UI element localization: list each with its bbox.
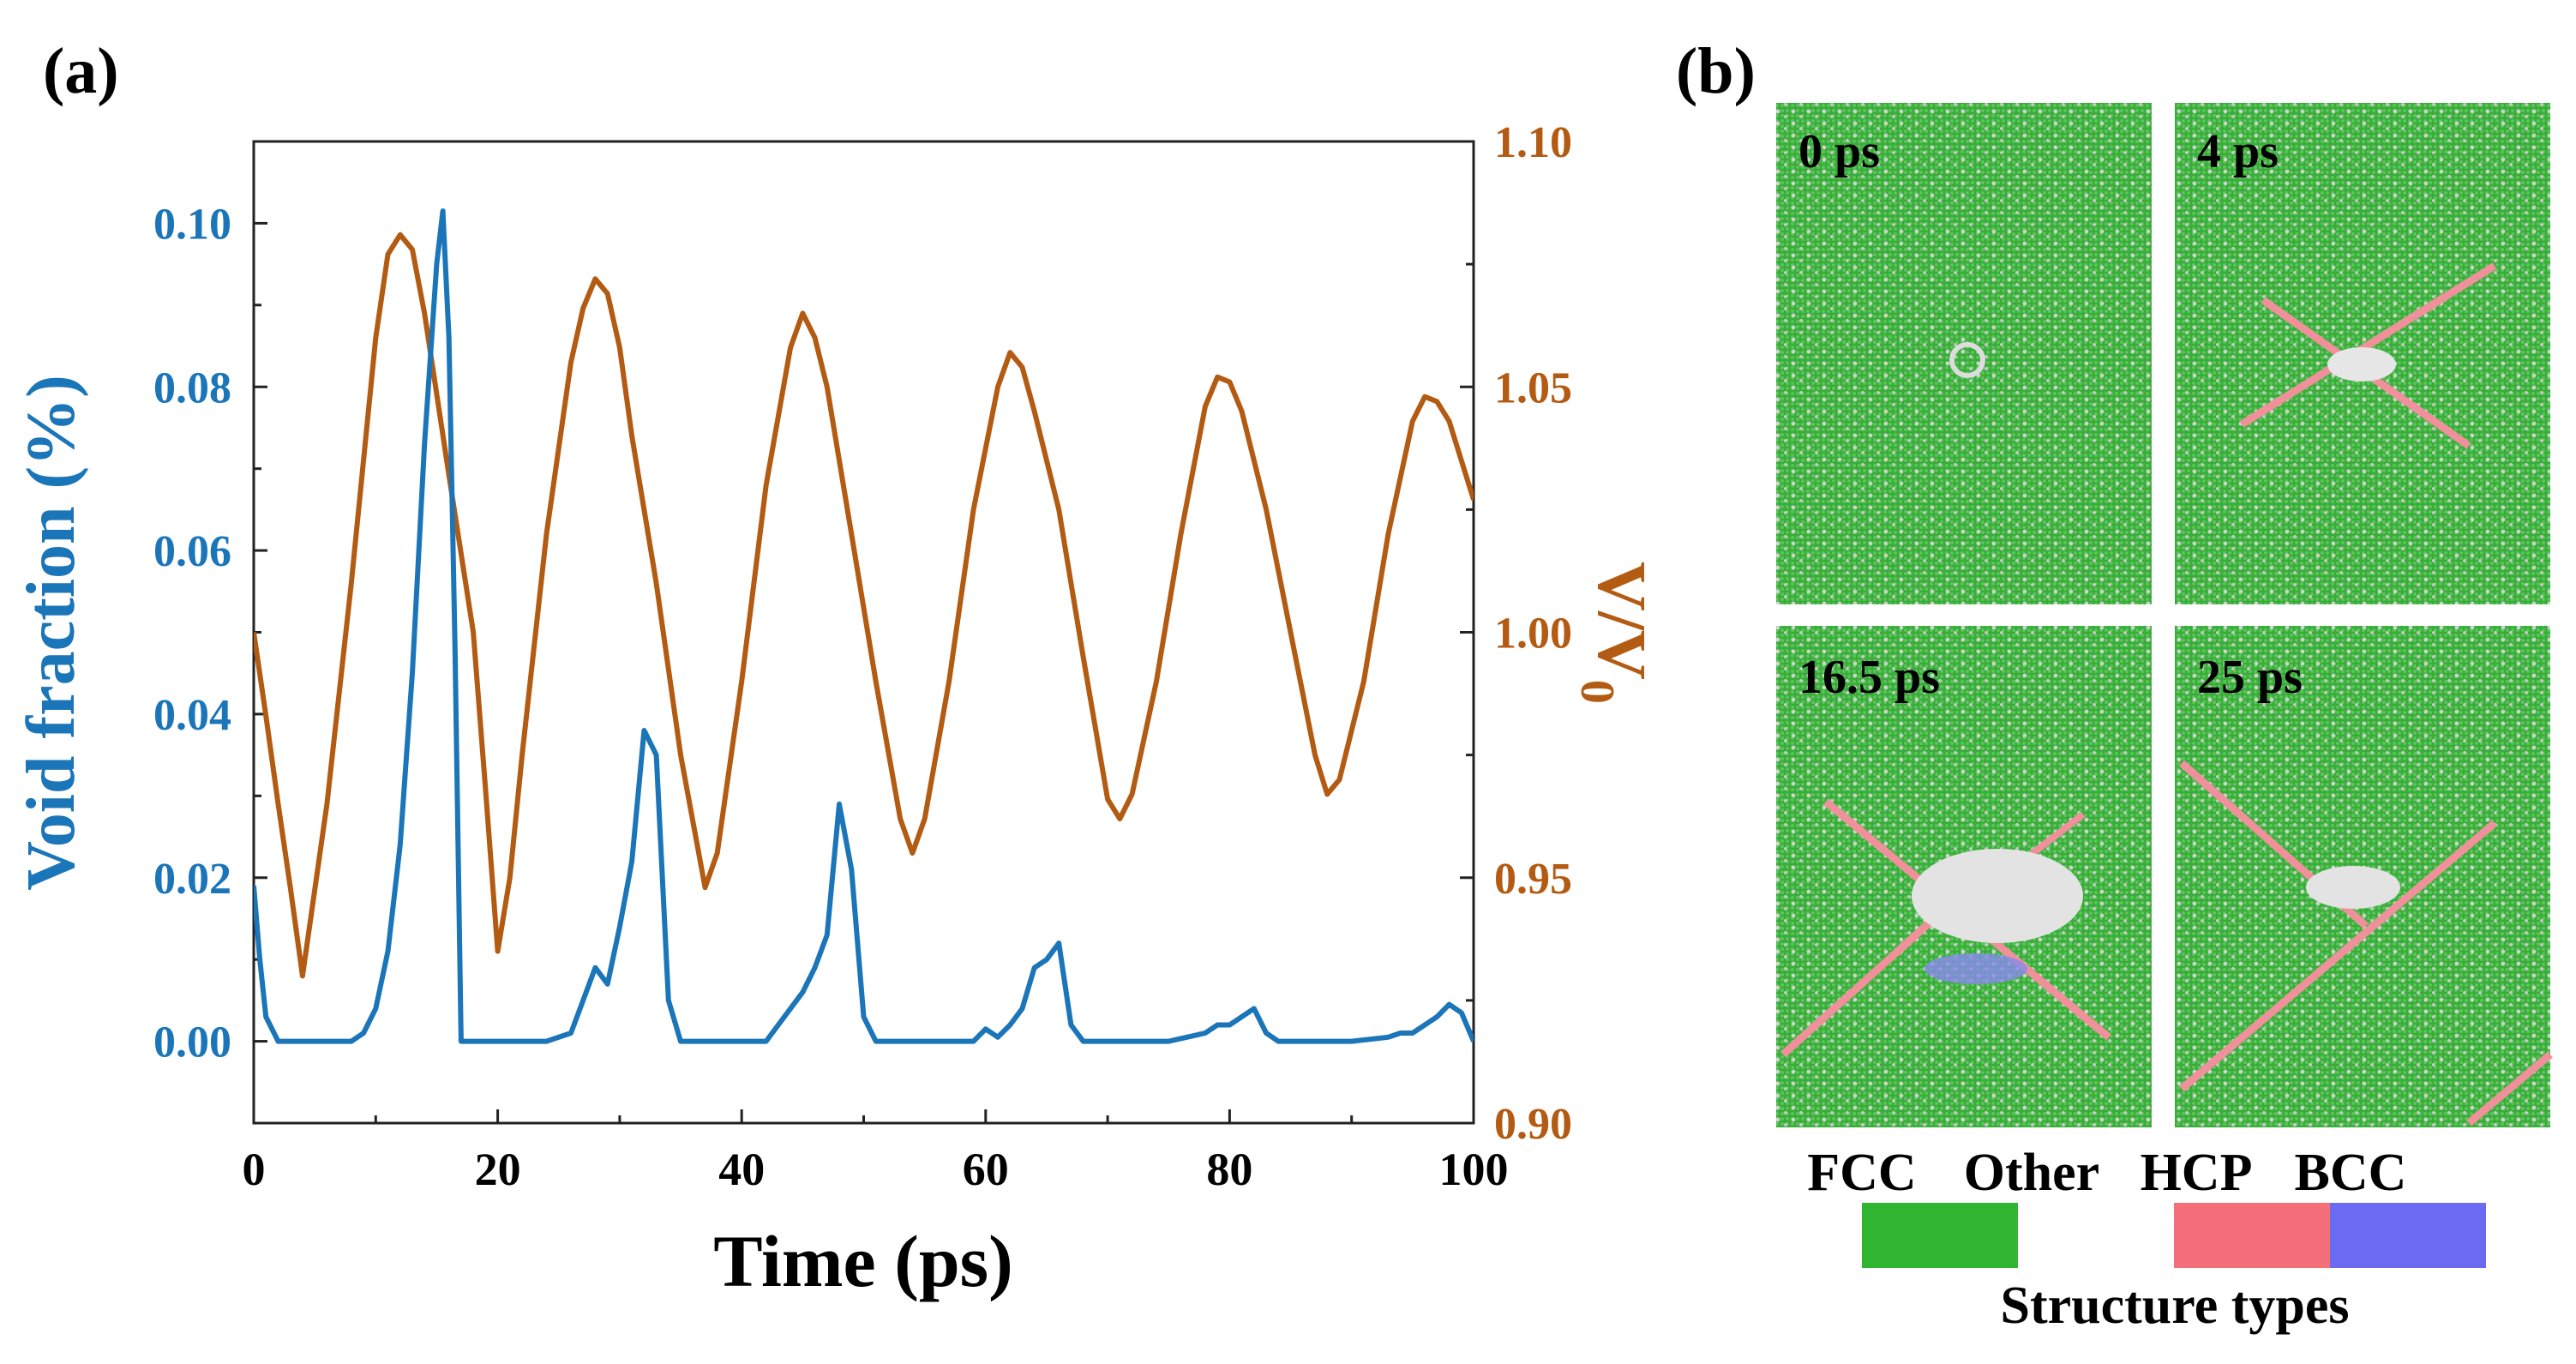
y2-tick-label: 0.95 bbox=[1494, 855, 1572, 904]
legend-swatch-bcc bbox=[2330, 1203, 2486, 1268]
defect-cluster bbox=[1949, 342, 1985, 378]
x-axis-title: Time (ps) bbox=[713, 1220, 1013, 1302]
x-tick-label: 80 bbox=[1206, 1144, 1252, 1195]
bcc-region bbox=[1924, 953, 2027, 984]
snapshot-16p5ps: 16.5 ps bbox=[1776, 626, 2152, 1127]
y2-axis-title: V/V0 bbox=[1570, 562, 1659, 704]
stacking-fault-hcp bbox=[2179, 820, 2497, 1092]
stacking-fault-hcp bbox=[2239, 262, 2497, 428]
y2-tick-label: 0.90 bbox=[1494, 1100, 1572, 1149]
legend-swatch-other bbox=[2018, 1203, 2174, 1268]
legend-swatch-hcp bbox=[2174, 1203, 2330, 1268]
legend-swatch-fcc bbox=[1862, 1203, 2018, 1268]
disorder-overlay bbox=[1776, 103, 2152, 604]
stacking-fault-hcp bbox=[2466, 1051, 2553, 1127]
y2-axis-title-main: V/V bbox=[1583, 562, 1659, 680]
void-region bbox=[2306, 866, 2400, 909]
legend-label-hcp: HCP bbox=[2141, 1144, 2253, 1202]
y-tick-label: 0.00 bbox=[153, 1018, 231, 1067]
legend-label-fcc: FCC bbox=[1807, 1144, 1916, 1202]
snapshot-25ps: 25 ps bbox=[2175, 626, 2553, 1127]
x-tick-label: 60 bbox=[963, 1144, 1009, 1195]
snapshot-time-label: 4 ps bbox=[2197, 125, 2279, 178]
y-tick-label: 0.04 bbox=[153, 691, 231, 740]
y2-axis-title-subscript: 0 bbox=[1570, 680, 1624, 704]
x-tick-label: 0 bbox=[243, 1144, 266, 1195]
y2-tick-label: 1.05 bbox=[1494, 364, 1572, 412]
x-tick-label: 40 bbox=[718, 1144, 765, 1195]
structure-legend: FCC Other HCP BCC Structure types bbox=[1807, 1144, 2486, 1335]
y-axis-title: Void fraction (%) bbox=[14, 375, 89, 890]
legend-title: Structure types bbox=[2001, 1277, 2350, 1335]
y-tick-label: 0.08 bbox=[153, 364, 231, 412]
stacking-fault-hcp bbox=[1780, 897, 1958, 1058]
snapshot-0ps: 0 ps bbox=[1776, 103, 2152, 604]
y-tick-label: 0.06 bbox=[153, 527, 231, 576]
y-tick-label: 0.02 bbox=[153, 855, 231, 904]
panel-b-label: (b) bbox=[1676, 35, 1756, 107]
x-tick-label: 100 bbox=[1439, 1144, 1509, 1195]
void-region bbox=[2327, 347, 2396, 382]
y-tick-label: 0.10 bbox=[153, 200, 231, 249]
snapshot-4ps: 4 ps bbox=[2175, 103, 2550, 604]
x-tick-label: 20 bbox=[475, 1144, 521, 1195]
legend-label-bcc: BCC bbox=[2295, 1144, 2407, 1202]
series-line-void-fraction bbox=[254, 208, 1474, 1044]
series-line-volume-ratio bbox=[254, 231, 1474, 979]
snapshot-time-label: 0 ps bbox=[1798, 125, 1880, 178]
y2-tick-label: 1.10 bbox=[1494, 118, 1572, 167]
snapshot-time-label: 16.5 ps bbox=[1798, 651, 1940, 704]
y2-tick-label: 1.00 bbox=[1494, 610, 1572, 658]
snapshot-time-label: 25 ps bbox=[2197, 651, 2303, 704]
plot-area bbox=[252, 140, 1475, 1125]
void-region bbox=[1912, 849, 2083, 943]
legend-label-other: Other bbox=[1964, 1144, 2099, 1202]
panel-a-label: (a) bbox=[43, 35, 119, 107]
